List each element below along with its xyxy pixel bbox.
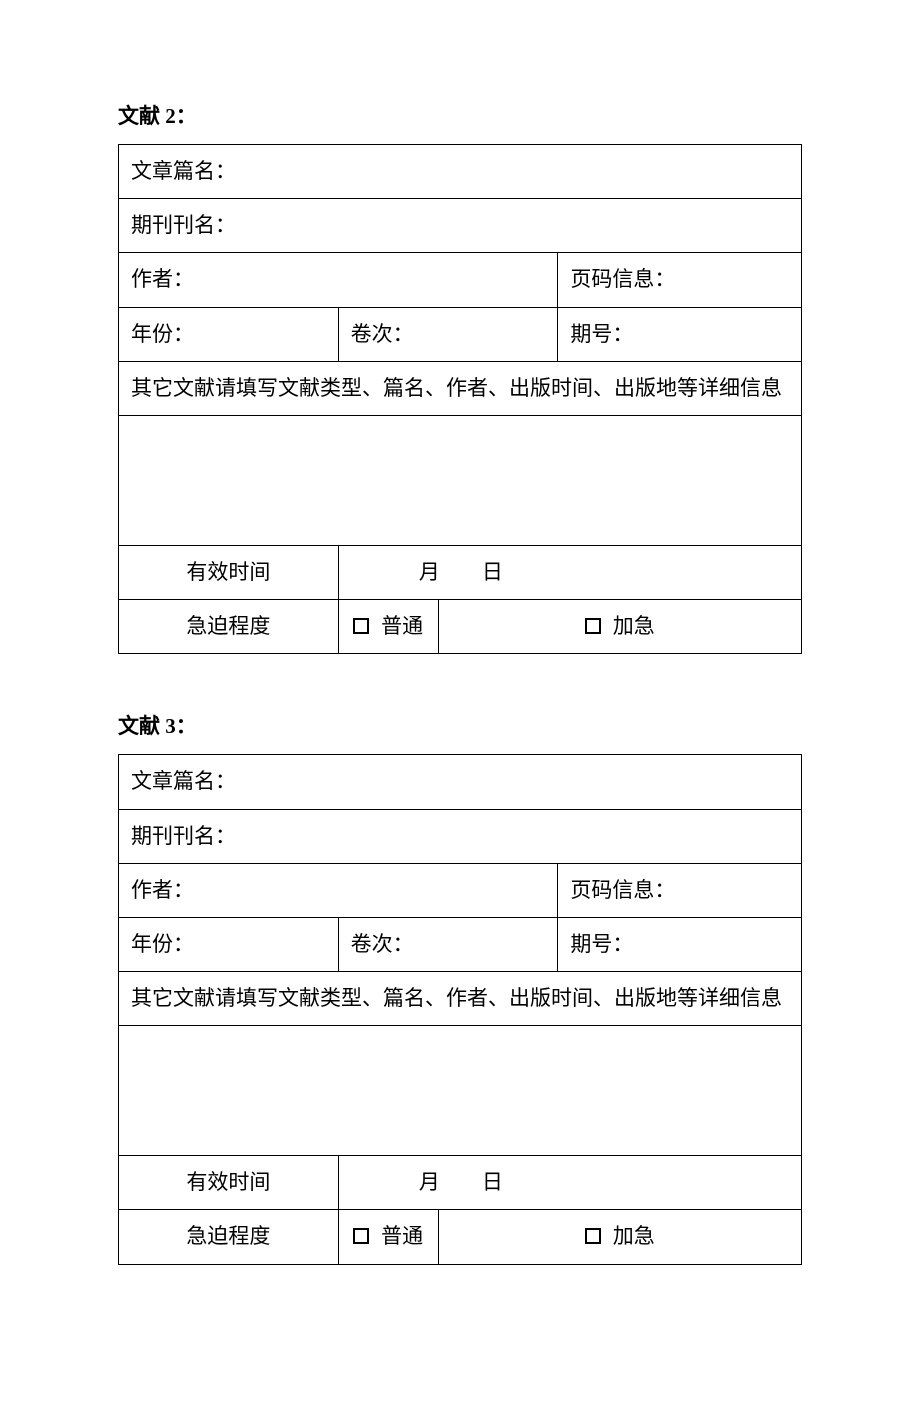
doc2-journal-label[interactable]: 期刊刊名： [119,199,802,253]
doc3-other-input[interactable] [119,1026,802,1156]
doc2-normal-text: 普通 [381,614,423,638]
doc3-validtime-value[interactable]: 月 日 [338,1156,801,1210]
doc3-year-label[interactable]: 年份： [119,917,339,971]
doc2-day-label: 日 [482,560,503,584]
doc3-journal-label[interactable]: 期刊刊名： [119,809,802,863]
doc3-rush-text: 加急 [613,1224,655,1248]
doc2-issue-label[interactable]: 期号： [558,307,802,361]
doc2-author-label[interactable]: 作者： [119,253,558,307]
doc3-validtime-label: 有效时间 [119,1156,339,1210]
doc2-title: 文献 2： [118,100,802,130]
doc2-table: 文章篇名： 期刊刊名： 作者： 页码信息： 年份： 卷次： 期号： 其它文献请填… [118,144,802,654]
doc2-validtime-label: 有效时间 [119,545,339,599]
doc3-urgency-rush[interactable]: 加急 [438,1210,801,1264]
doc2-volume-label[interactable]: 卷次： [338,307,558,361]
checkbox-icon[interactable] [585,1228,601,1244]
doc3-pageinfo-label[interactable]: 页码信息： [558,863,802,917]
doc2-other-label: 其它文献请填写文献类型、篇名、作者、出版时间、出版地等详细信息 [119,361,802,415]
doc3-urgency-normal[interactable]: 普通 [338,1210,438,1264]
doc3-volume-label[interactable]: 卷次： [338,917,558,971]
doc2-month-label: 月 [419,560,440,584]
doc3-issue-label[interactable]: 期号： [558,917,802,971]
doc2-validtime-value[interactable]: 月 日 [338,545,801,599]
doc2-urgency-label: 急迫程度 [119,600,339,654]
doc3-author-label[interactable]: 作者： [119,863,558,917]
doc2-pageinfo-label[interactable]: 页码信息： [558,253,802,307]
doc3-table: 文章篇名： 期刊刊名： 作者： 页码信息： 年份： 卷次： 期号： 其它文献请填… [118,754,802,1264]
checkbox-icon[interactable] [353,618,369,634]
doc3-title: 文献 3： [118,710,802,740]
checkbox-icon[interactable] [353,1228,369,1244]
doc3-day-label: 日 [482,1170,503,1194]
doc3-urgency-label: 急迫程度 [119,1210,339,1264]
doc3-normal-text: 普通 [381,1224,423,1248]
doc2-other-input[interactable] [119,415,802,545]
doc2-rush-text: 加急 [613,614,655,638]
doc3-article-label[interactable]: 文章篇名： [119,755,802,809]
checkbox-icon[interactable] [585,618,601,634]
doc2-year-label[interactable]: 年份： [119,307,339,361]
doc3-month-label: 月 [419,1170,440,1194]
doc2-urgency-rush[interactable]: 加急 [438,600,801,654]
doc2-article-label[interactable]: 文章篇名： [119,145,802,199]
doc3-other-label: 其它文献请填写文献类型、篇名、作者、出版时间、出版地等详细信息 [119,972,802,1026]
doc2-urgency-normal[interactable]: 普通 [338,600,438,654]
